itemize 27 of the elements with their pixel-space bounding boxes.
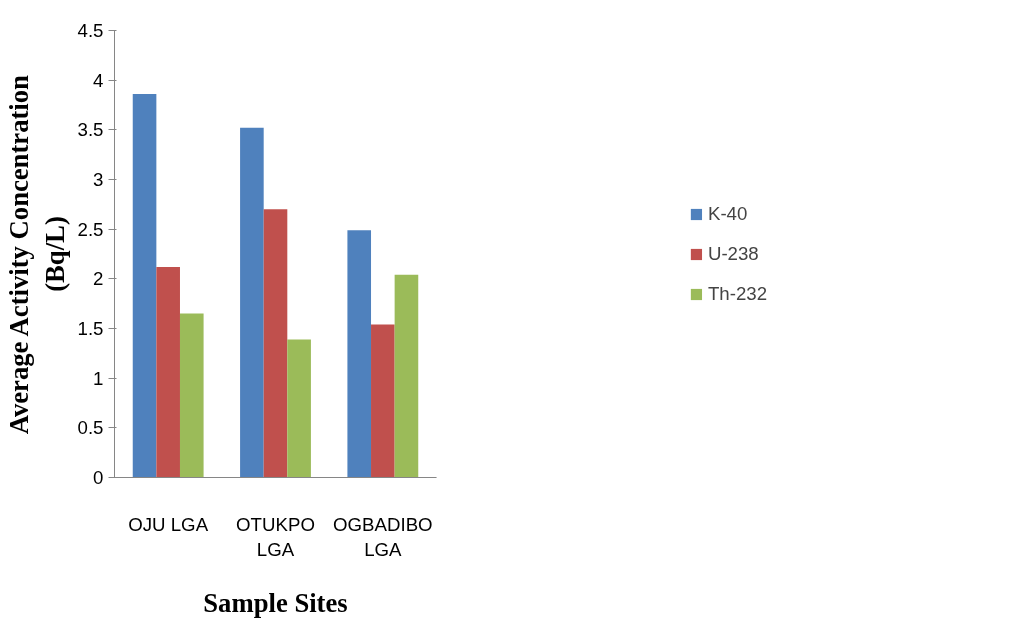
bar [371, 324, 395, 478]
legend-label: U-238 [707, 242, 759, 265]
y-tick-label: 3 [93, 169, 104, 190]
x-tick-label: OTUKPO LGA [236, 513, 315, 560]
y-tick-label: 2 [93, 268, 104, 290]
bar [179, 313, 204, 478]
bar [132, 94, 157, 478]
legend-label: K-40 [707, 202, 748, 225]
y-tick-label: 0.5 [77, 417, 104, 439]
legend-label: Th-232 [707, 282, 768, 305]
bar [394, 274, 419, 478]
y-tick-label: 0 [93, 467, 104, 488]
bar [240, 127, 264, 478]
y-axis-title: Average Activity Concentration (Bq/L) [3, 74, 70, 435]
y-tick-label: 1.5 [77, 318, 104, 339]
y-tick-label: 2.5 [77, 218, 104, 240]
bar [347, 230, 372, 478]
y-tick-label: 4.5 [77, 20, 104, 41]
x-tick-label: OJU LGA [128, 513, 209, 535]
y-tick-label: 1 [93, 367, 104, 389]
bar [263, 209, 288, 478]
y-tick-label: 3.5 [77, 119, 104, 141]
bar [287, 339, 311, 478]
y-tick-label: 4 [93, 69, 104, 91]
x-tick-label: OGBADIBO LGA [333, 513, 433, 560]
bar [156, 266, 180, 478]
x-axis-title: Sample Sites [203, 587, 348, 618]
